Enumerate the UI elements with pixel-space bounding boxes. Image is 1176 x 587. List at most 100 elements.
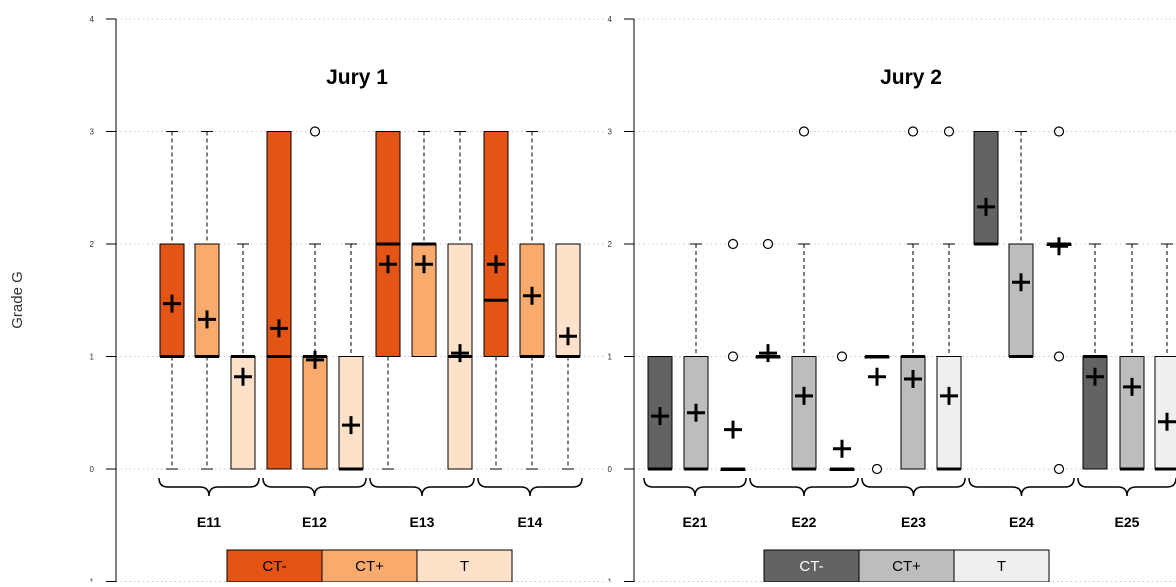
- legend-label: CT+: [892, 558, 921, 575]
- iqr-box: [1008, 243, 1034, 357]
- y-tick-label: 3: [90, 128, 95, 137]
- mean-marker: [306, 350, 324, 369]
- legend-item-ctminus: CT-: [763, 549, 860, 583]
- mean-marker: [451, 344, 469, 363]
- group-label: E22: [792, 514, 817, 530]
- group-brace: [861, 477, 966, 497]
- box-e12-ctminus: [266, 131, 292, 470]
- box-e22-t: [829, 351, 855, 471]
- group-label: E11: [197, 514, 221, 530]
- mean-marker: [342, 416, 360, 435]
- mean-marker: [1050, 237, 1068, 256]
- y-tick-label: 2: [90, 240, 95, 249]
- group-label: E24: [1009, 514, 1034, 530]
- mean-marker: [487, 255, 505, 274]
- box-e23-ctplus: [900, 126, 926, 470]
- y-tick-label: -1: [605, 578, 613, 583]
- legend-item-t: T: [953, 549, 1050, 583]
- mean-marker: [163, 294, 181, 313]
- mean-marker: [651, 407, 669, 426]
- mean-marker: [1123, 377, 1141, 396]
- box-e21-ctminus: [647, 356, 673, 471]
- box-e13-ctminus: [375, 131, 401, 470]
- outlier-point: [1053, 351, 1065, 362]
- box-e11-ctminus: [159, 131, 185, 470]
- group-brace: [968, 477, 1075, 497]
- box-e24-ctminus: [973, 131, 999, 246]
- box-e24-t: [1046, 126, 1072, 475]
- group-brace: [477, 477, 583, 497]
- iqr-box: [302, 356, 328, 470]
- iqr-box: [973, 131, 999, 245]
- box-e21-t: [720, 238, 746, 471]
- iqr-box: [791, 356, 817, 470]
- mean-marker: [759, 344, 777, 363]
- box-e11-t: [230, 243, 256, 470]
- y-axis-label: Grade G: [9, 271, 26, 329]
- mean-marker: [379, 255, 397, 274]
- legend-label: CT+: [355, 558, 384, 575]
- mean-marker: [687, 403, 705, 422]
- group-label: E21: [683, 514, 708, 530]
- outlier-point: [727, 351, 739, 362]
- box-e13-t: [447, 131, 473, 470]
- box-e23-t: [936, 126, 962, 471]
- y-tick-label: 4: [608, 15, 613, 24]
- mean-marker: [868, 367, 886, 386]
- iqr-box: [338, 356, 364, 470]
- mean-marker: [833, 439, 851, 458]
- mean-marker: [1086, 367, 1104, 386]
- group-label: E13: [410, 514, 435, 530]
- legend-label: CT-: [799, 558, 823, 575]
- mean-marker: [523, 286, 541, 305]
- legend-item-t: T: [416, 549, 513, 583]
- chart-title: Jury 1: [326, 66, 388, 89]
- outlier-point: [798, 126, 810, 137]
- legend-swatch: [416, 549, 513, 583]
- panel-2: -1 0 1 2 3 4 Jury 2 E21 E22 E23 E24 E25 CT- CT+ T: [605, 15, 1176, 587]
- outlier-point: [1053, 463, 1065, 475]
- legend-swatch: [858, 549, 955, 583]
- mean-marker: [1012, 273, 1030, 292]
- legend-swatch: [321, 549, 418, 583]
- group-brace: [369, 477, 475, 497]
- y-tick-label: 0: [90, 465, 95, 474]
- group-label: E23: [901, 514, 926, 530]
- y-tick-label: 2: [608, 240, 613, 249]
- group-brace: [1077, 477, 1176, 497]
- iqr-box: [266, 131, 292, 470]
- outlier-point: [836, 351, 848, 362]
- legend-label: T: [997, 558, 1006, 575]
- mean-marker: [795, 386, 813, 405]
- group-brace: [158, 477, 260, 497]
- iqr-box: [194, 243, 220, 357]
- mean-marker: [559, 327, 577, 346]
- y-tick-label: 0: [608, 465, 613, 474]
- legend-swatch: [226, 549, 323, 583]
- box-e25-ctminus: [1082, 243, 1108, 470]
- legend-label: T: [460, 558, 469, 575]
- outlier-point: [907, 126, 919, 137]
- box-e22-ctplus: [791, 126, 817, 471]
- box-e14-ctminus: [483, 131, 509, 470]
- outlier-point: [871, 463, 883, 475]
- legend-swatch: [953, 549, 1050, 583]
- box-e14-ctplus: [519, 131, 545, 470]
- y-tick-label: 3: [608, 128, 613, 137]
- group-label: E12: [302, 514, 327, 530]
- legend-item-ctplus: CT+: [858, 549, 955, 583]
- panel-1: -1 0 1 2 3 4 Jury 1 E11 E12 E13 E14 CT- CT+ T: [87, 15, 606, 587]
- mean-marker: [904, 370, 922, 388]
- iqr-box: [936, 356, 962, 470]
- y-tick-label: 4: [90, 15, 95, 24]
- outlier-point: [309, 126, 321, 137]
- box-e24-ctplus: [1008, 131, 1034, 358]
- box-e22-ctminus: [755, 238, 781, 363]
- legend-label: CT-: [262, 558, 286, 575]
- box-e12-t: [338, 243, 364, 471]
- group-brace: [749, 477, 859, 497]
- legend-swatch: [763, 549, 860, 583]
- outlier-point: [943, 126, 955, 137]
